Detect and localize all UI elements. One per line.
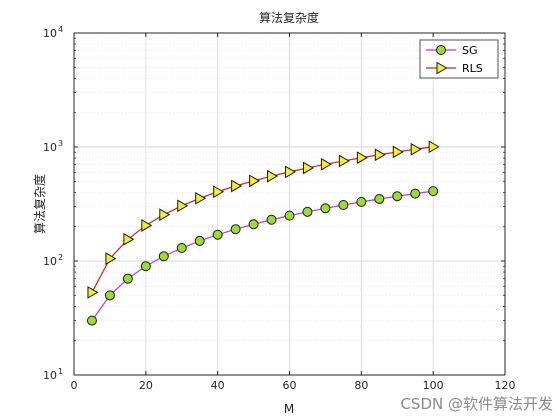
y-tick-exponent: 2 <box>58 253 63 262</box>
data-point-rls <box>392 145 404 159</box>
data-point-rls <box>285 165 296 179</box>
data-point-rls <box>338 154 350 168</box>
data-point-sg <box>104 290 115 301</box>
data-point-sg <box>356 196 367 207</box>
legend-marker-sg <box>436 45 446 55</box>
data-point-rls <box>374 148 386 162</box>
data-point-rls <box>87 286 99 299</box>
legend-box <box>419 39 499 79</box>
data-point-sg <box>428 186 439 197</box>
data-point-sg <box>176 243 187 254</box>
y-tick-exponent: 1 <box>58 367 63 376</box>
x-tick-label: 100 <box>423 379 444 392</box>
x-tick-label: 120 <box>495 379 516 392</box>
legend: SG RLS <box>419 39 499 79</box>
series-group <box>86 140 440 326</box>
data-point-sg <box>158 251 169 262</box>
data-point-rls <box>410 142 422 156</box>
data-point-rls <box>159 208 171 222</box>
data-point-sg <box>86 315 97 326</box>
y-tick-label: 10 <box>43 27 57 40</box>
y-tick-label: 10 <box>43 255 57 268</box>
x-tick-label: 0 <box>71 379 78 392</box>
x-axis-label: M <box>284 402 294 416</box>
data-point-sg <box>302 206 313 217</box>
data-point-rls <box>428 140 440 154</box>
series-line-rls <box>91 146 434 293</box>
data-point-rls <box>123 232 135 246</box>
data-point-rls <box>356 151 368 165</box>
data-point-rls <box>267 169 279 183</box>
legend-label-rls: RLS <box>462 62 483 75</box>
data-point-sg <box>410 188 421 199</box>
data-point-sg <box>122 273 133 284</box>
data-point-sg <box>320 203 331 214</box>
data-point-rls <box>177 199 189 213</box>
data-point-sg <box>338 199 349 210</box>
data-point-rls <box>105 252 117 265</box>
y-tick-exponent: 4 <box>58 25 63 34</box>
y-tick-label: 10 <box>43 369 57 382</box>
y-axis-label: 算法复杂度 <box>32 174 47 234</box>
data-point-rls <box>302 161 314 175</box>
data-point-rls <box>213 185 225 199</box>
data-point-sg <box>140 261 151 272</box>
series-sg <box>86 186 439 326</box>
series-line-sg <box>91 190 434 321</box>
data-point-rls <box>195 191 207 205</box>
data-point-rls <box>231 179 243 193</box>
y-tick-label: 10 <box>43 141 57 154</box>
chart-title: 算法复杂度 <box>259 10 319 25</box>
data-point-sg <box>392 191 403 202</box>
data-point-sg <box>374 193 385 204</box>
data-point-rls <box>320 157 332 171</box>
data-point-sg <box>248 219 259 230</box>
grid <box>74 33 505 375</box>
data-point-sg <box>212 229 223 240</box>
x-tick-label: 60 <box>283 379 297 392</box>
data-point-sg <box>230 224 241 235</box>
x-tick-label: 20 <box>139 379 153 392</box>
x-tick-label: 40 <box>211 379 225 392</box>
data-point-rls <box>141 219 153 232</box>
legend-marker-rls <box>436 61 448 75</box>
legend-label-sg: SG <box>462 44 478 57</box>
data-point-sg <box>266 214 277 225</box>
y-tick-exponent: 3 <box>58 139 63 148</box>
x-tick-label: 80 <box>354 379 368 392</box>
data-point-sg <box>284 210 295 221</box>
watermark: CSDN @软件算法开发 <box>400 395 553 413</box>
series-rls <box>87 140 440 299</box>
data-point-sg <box>194 235 205 246</box>
data-point-rls <box>249 174 261 188</box>
